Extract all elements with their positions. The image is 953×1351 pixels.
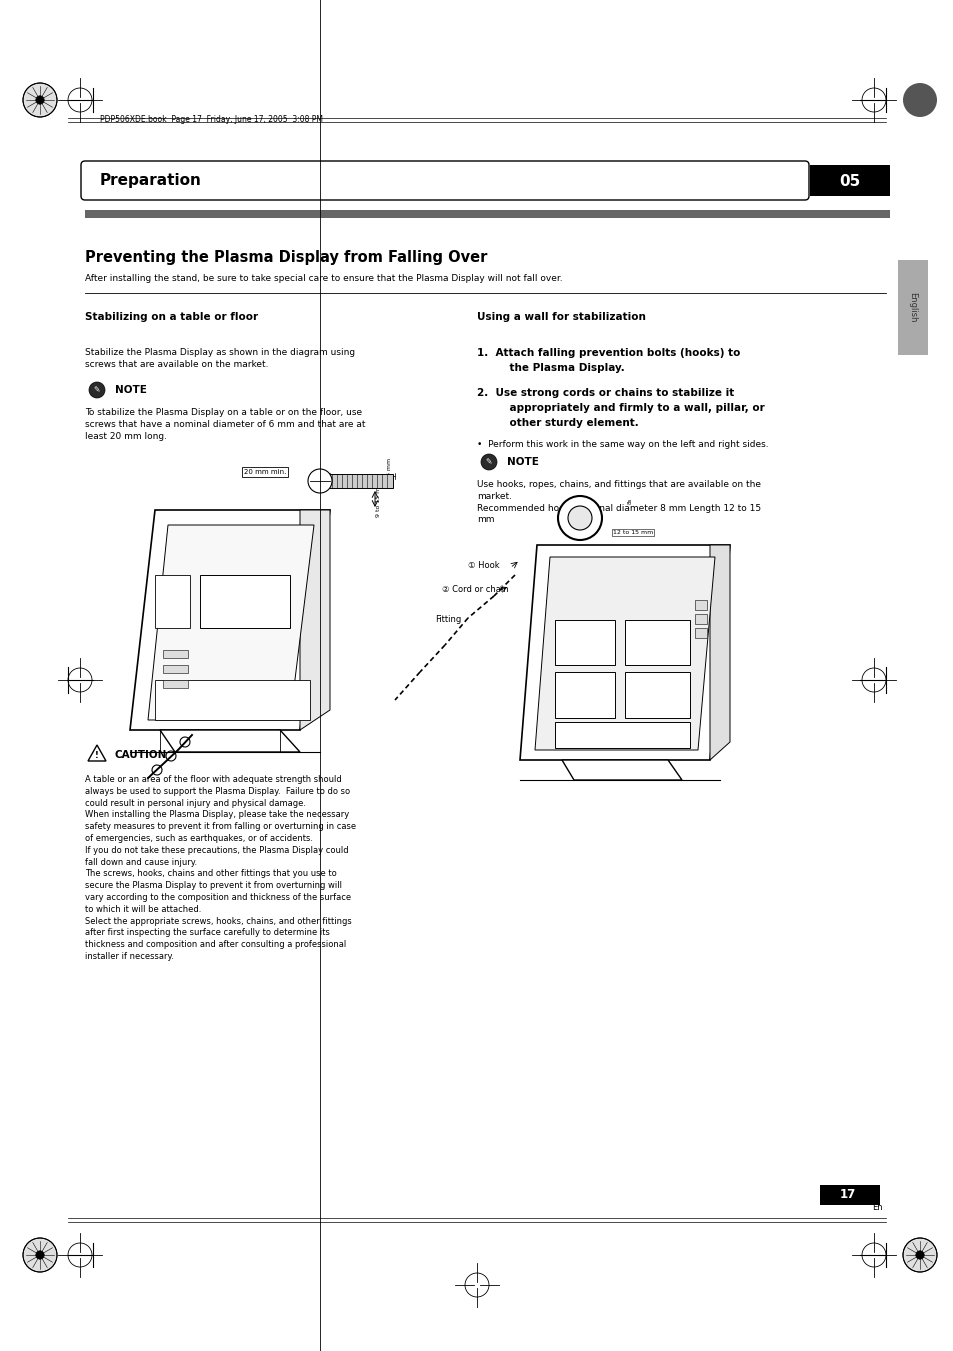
Bar — [328, 474, 393, 488]
Polygon shape — [519, 544, 729, 761]
Text: Stabilize the Plasma Display as shown in the diagram using
screws that are avail: Stabilize the Plasma Display as shown in… — [85, 349, 355, 369]
Circle shape — [89, 382, 105, 399]
Circle shape — [915, 1251, 923, 1259]
Bar — [695, 613, 706, 624]
Text: ✎: ✎ — [485, 458, 492, 466]
Circle shape — [902, 82, 936, 118]
Text: 9 to 15 mm: 9 to 15 mm — [376, 481, 381, 517]
Polygon shape — [709, 544, 729, 761]
Bar — [163, 650, 188, 658]
Bar — [555, 671, 615, 717]
Text: Use hooks, ropes, chains, and fittings that are available on the
market.
Recomme: Use hooks, ropes, chains, and fittings t… — [476, 480, 760, 524]
Text: A table or an area of the floor with adequate strength should
always be used to : A table or an area of the floor with ade… — [85, 775, 355, 961]
Text: 8s: 8s — [627, 497, 632, 504]
Circle shape — [480, 454, 497, 470]
Text: ② Cord or chain: ② Cord or chain — [441, 585, 508, 594]
Bar — [163, 680, 188, 688]
Circle shape — [567, 507, 592, 530]
Bar — [555, 620, 615, 665]
Text: the Plasma Display.: the Plasma Display. — [495, 363, 624, 373]
Circle shape — [308, 469, 332, 493]
Polygon shape — [148, 526, 314, 720]
Text: NOTE: NOTE — [506, 457, 538, 467]
Text: After installing the stand, be sure to take special care to ensure that the Plas: After installing the stand, be sure to t… — [85, 274, 562, 282]
Bar — [624, 671, 689, 717]
Text: CAUTION: CAUTION — [115, 750, 167, 761]
Circle shape — [35, 1251, 44, 1259]
Text: Preventing the Plasma Display from Falling Over: Preventing the Plasma Display from Falli… — [85, 250, 487, 265]
Text: PDP506XDE.book  Page 17  Friday, June 17, 2005  3:08 PM: PDP506XDE.book Page 17 Friday, June 17, … — [100, 115, 323, 124]
Text: English: English — [907, 292, 917, 323]
Bar — [154, 576, 190, 628]
Polygon shape — [130, 509, 330, 730]
Bar — [624, 620, 689, 665]
Text: appropriately and firmly to a wall, pillar, or: appropriately and firmly to a wall, pill… — [495, 403, 764, 413]
FancyBboxPatch shape — [820, 1185, 879, 1205]
Text: other sturdy element.: other sturdy element. — [495, 417, 639, 428]
Bar — [555, 721, 689, 748]
Circle shape — [35, 96, 44, 104]
Circle shape — [558, 496, 601, 540]
Text: Preparation: Preparation — [100, 173, 202, 189]
Text: En: En — [871, 1204, 882, 1212]
Polygon shape — [299, 509, 330, 730]
Text: •  Perform this work in the same way on the left and right sides.: • Perform this work in the same way on t… — [476, 440, 768, 449]
Text: 05: 05 — [839, 173, 860, 189]
Text: Stabilizing on a table or floor: Stabilizing on a table or floor — [85, 312, 258, 322]
Text: 6 mm: 6 mm — [387, 458, 392, 476]
Bar — [163, 665, 188, 673]
Text: NOTE: NOTE — [115, 385, 147, 394]
Bar — [695, 628, 706, 638]
Text: 17: 17 — [839, 1189, 855, 1201]
Polygon shape — [88, 744, 106, 761]
Text: ① Hook: ① Hook — [468, 562, 499, 570]
Text: !: ! — [95, 751, 99, 761]
Circle shape — [23, 1238, 57, 1273]
Polygon shape — [160, 730, 299, 753]
Text: ✎: ✎ — [93, 385, 100, 394]
Bar — [695, 600, 706, 611]
FancyBboxPatch shape — [81, 161, 808, 200]
FancyBboxPatch shape — [809, 165, 889, 196]
Bar — [154, 680, 310, 720]
Text: To stabilize the Plasma Display on a table or on the floor, use
screws that have: To stabilize the Plasma Display on a tab… — [85, 408, 365, 440]
Polygon shape — [535, 557, 714, 750]
Text: Using a wall for stabilization: Using a wall for stabilization — [476, 312, 645, 322]
Text: 20 mm min.: 20 mm min. — [244, 469, 286, 476]
Polygon shape — [561, 761, 681, 780]
Text: 1.  Attach falling prevention bolts (hooks) to: 1. Attach falling prevention bolts (hook… — [476, 349, 740, 358]
Text: Fitting: Fitting — [435, 616, 460, 624]
Circle shape — [23, 82, 57, 118]
Text: 2.  Use strong cords or chains to stabilize it: 2. Use strong cords or chains to stabili… — [476, 388, 734, 399]
Circle shape — [902, 1238, 936, 1273]
Text: 12 to 15 mm: 12 to 15 mm — [612, 530, 653, 535]
FancyBboxPatch shape — [897, 259, 927, 355]
FancyBboxPatch shape — [85, 209, 889, 218]
Bar — [200, 576, 290, 628]
